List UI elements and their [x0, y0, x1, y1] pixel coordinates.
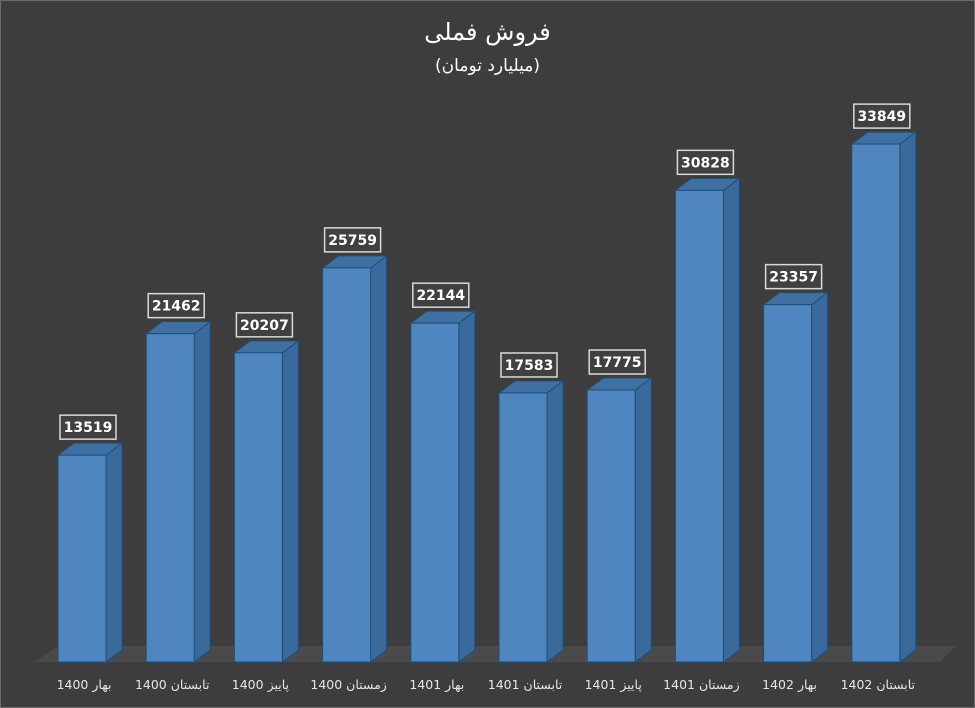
bar-front-face — [322, 267, 372, 663]
bar-front-face — [145, 333, 195, 663]
bar-side-face — [722, 177, 740, 663]
data-label-text: 33849 — [857, 109, 906, 125]
bar-side-face — [458, 310, 476, 663]
bar-front-face — [410, 322, 460, 663]
chart-title: فروش فملی — [424, 18, 551, 46]
data-label-text: 17775 — [593, 355, 642, 371]
data-label-box — [412, 282, 470, 308]
x-tick-label-6: تابستان 1401 — [488, 677, 563, 692]
bar-side-face — [899, 131, 917, 663]
data-label-box — [500, 352, 558, 378]
data-label-text: 25759 — [328, 233, 377, 249]
data-label-9: 23357 — [764, 263, 823, 290]
x-tick-label-1: بهار 1400 — [57, 677, 112, 693]
x-tick-label-7: پاییز 1401 — [585, 677, 643, 693]
bar-2 — [144, 320, 212, 663]
data-label-text: 23357 — [769, 270, 818, 286]
bar-front-face — [57, 454, 107, 663]
bar-8 — [673, 177, 741, 663]
bar-side-face — [370, 254, 388, 663]
data-label-text: 17583 — [505, 358, 554, 374]
bar-front-face — [763, 304, 813, 663]
data-label-text: 20207 — [240, 318, 289, 334]
data-label-box — [764, 263, 823, 290]
x-tick-label-10: تابستان 1402 — [841, 677, 916, 692]
bar-5 — [409, 310, 477, 663]
data-label-10: 33849 — [853, 103, 911, 129]
bar-side-face — [193, 320, 211, 663]
bar-10 — [850, 131, 918, 663]
bar-front-face — [674, 189, 724, 663]
x-tick-label-9: بهار 1402 — [762, 677, 817, 693]
data-label-6: 17583 — [500, 352, 558, 378]
bar-1 — [56, 442, 124, 663]
bar-side-face — [105, 442, 123, 663]
data-label-text: 22144 — [416, 288, 465, 304]
bar-front-face — [233, 352, 283, 663]
bar-side-face — [281, 339, 299, 663]
data-label-7: 17775 — [588, 349, 646, 375]
data-label-3: 20207 — [235, 312, 294, 338]
data-label-box — [147, 292, 205, 319]
bar-front-face — [498, 392, 548, 663]
data-label-box — [676, 149, 735, 176]
x-tick-label-5: بهار 1401 — [409, 677, 464, 693]
x-tick-label-8: زمستان 1401 — [663, 677, 739, 693]
bar-side-face — [634, 377, 652, 663]
data-label-8: 30828 — [676, 149, 735, 176]
data-label-box — [588, 349, 646, 375]
data-label-box — [323, 227, 382, 253]
bar-side-face — [811, 291, 829, 663]
data-label-5: 22144 — [412, 282, 470, 308]
x-tick-label-3: پاییز 1400 — [232, 677, 290, 693]
bar-front-face — [851, 143, 901, 663]
data-label-2: 21462 — [147, 292, 205, 319]
data-label-box — [235, 312, 294, 338]
data-label-text: 30828 — [681, 155, 730, 171]
bar-front-face — [586, 389, 636, 663]
bar-side-face — [546, 379, 564, 663]
data-label-box — [853, 103, 911, 129]
data-label-1: 13519 — [59, 414, 117, 440]
bar-9 — [762, 291, 830, 663]
bar-3 — [232, 339, 300, 663]
data-label-box — [59, 414, 117, 440]
chart-subtitle: (میلیارد تومان) — [435, 56, 540, 76]
bar-7 — [585, 377, 653, 663]
bar-6 — [497, 379, 565, 663]
data-label-text: 21462 — [152, 299, 201, 315]
x-tick-label-4: زمستان 1400 — [310, 677, 386, 693]
x-tick-label-2: تابستان 1400 — [135, 677, 210, 692]
bar-4 — [321, 254, 389, 663]
data-label-text: 13519 — [64, 420, 113, 436]
data-label-4: 25759 — [323, 227, 382, 253]
